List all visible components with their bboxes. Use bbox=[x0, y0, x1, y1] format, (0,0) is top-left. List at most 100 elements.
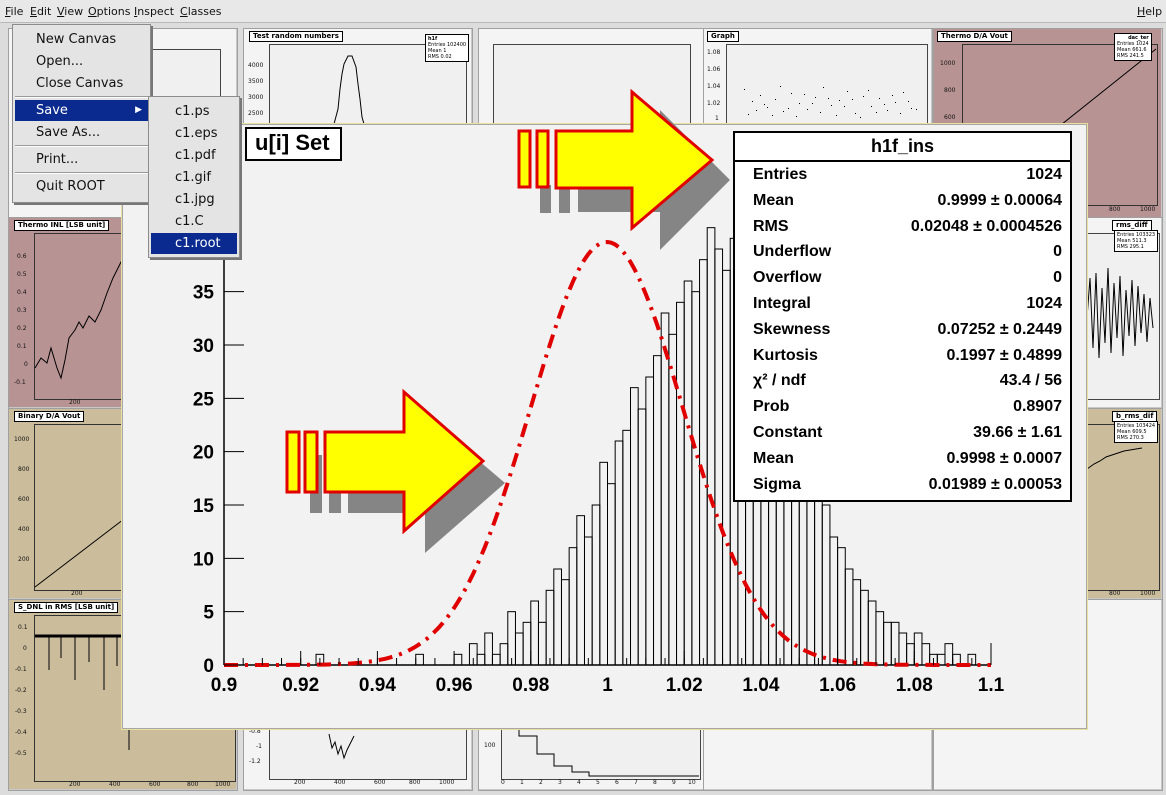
menu-item-save[interactable]: Save ▶ bbox=[15, 100, 148, 121]
menu-separator bbox=[15, 96, 148, 98]
stats-row: Constant 39.66 ± 1.61 bbox=[753, 420, 1062, 446]
histogram-bin bbox=[906, 643, 915, 666]
menu-item-save-as[interactable]: Save As... bbox=[36, 125, 101, 140]
x-tick-label: 0.98 bbox=[512, 675, 549, 696]
ytick: 600 bbox=[944, 114, 956, 121]
menu-item-print[interactable]: Print... bbox=[36, 152, 79, 167]
histogram-bin bbox=[883, 621, 892, 666]
xtick: 200 bbox=[69, 781, 81, 788]
stats-value: 0.9998 ± 0.0007 bbox=[946, 449, 1062, 467]
stats-value: 0.07252 ± 0.2449 bbox=[937, 320, 1062, 338]
xtick: 600 bbox=[374, 779, 386, 786]
rms-noise-plot bbox=[1086, 267, 1154, 359]
save-jpg[interactable]: c1.jpg bbox=[175, 192, 215, 207]
menu-options[interactable]: Options bbox=[88, 5, 131, 18]
pad-graph[interactable]: Graph 1.08 1.06 1.04 1.02 1 bbox=[703, 28, 933, 130]
histogram-bin bbox=[653, 355, 662, 666]
xtick: 800 bbox=[1109, 590, 1121, 597]
ytick: 0.1 bbox=[18, 624, 28, 631]
xtick: 9 bbox=[672, 779, 676, 786]
stats-row: Kurtosis 0.1997 ± 0.4899 bbox=[753, 343, 1062, 369]
stats-row: Prob 0.8907 bbox=[753, 394, 1062, 420]
ytick: 600 bbox=[18, 496, 30, 503]
histogram-bin bbox=[545, 589, 555, 666]
ytick: 1 bbox=[715, 115, 719, 122]
histogram-bin bbox=[599, 461, 608, 666]
ytick: 3000 bbox=[248, 94, 264, 101]
histogram-bin bbox=[537, 621, 547, 666]
pad-test-random[interactable]: Test random numbers h1f Entries 102400 M… bbox=[243, 28, 473, 130]
histogram-bin bbox=[583, 536, 593, 666]
xtick: 800 bbox=[187, 781, 199, 788]
histogram-bin bbox=[522, 621, 532, 666]
x-tick-label: 0.94 bbox=[359, 675, 396, 696]
pad-nothing-top[interactable] bbox=[478, 28, 708, 130]
stats-box[interactable]: h1f_ins Entries 1024 Mean 0.9999 ± 0.00064 R… bbox=[733, 131, 1072, 502]
thermo-inl-plot bbox=[34, 255, 125, 380]
histogram-bin bbox=[507, 611, 516, 666]
ytick: 0 bbox=[24, 361, 28, 368]
save-ps[interactable]: c1.ps bbox=[175, 104, 210, 119]
xtick: 6 bbox=[615, 779, 619, 786]
histogram-bin bbox=[683, 280, 693, 666]
ytick: -0.1 bbox=[15, 666, 27, 673]
histogram-bin bbox=[722, 269, 731, 666]
stats-key: Mean bbox=[753, 449, 794, 467]
xtick: 8 bbox=[653, 779, 657, 786]
save-root[interactable]: c1.root bbox=[151, 233, 237, 254]
y-tick-label: 35 bbox=[193, 283, 215, 304]
stats-row: Mean 0.9998 ± 0.0007 bbox=[753, 446, 1062, 472]
x-tick-label: 1.04 bbox=[742, 675, 779, 696]
xtick: 2 bbox=[539, 779, 543, 786]
menu-item-close-canvas[interactable]: Close Canvas bbox=[36, 76, 124, 91]
stats-row: Overflow 0 bbox=[753, 265, 1062, 291]
menubar: File Edit View Options Inspect Classes H… bbox=[0, 0, 1166, 23]
histogram-bin bbox=[514, 632, 524, 666]
y-tick-label: 10 bbox=[193, 549, 214, 570]
histogram-bin bbox=[699, 259, 708, 666]
stats-key: Kurtosis bbox=[753, 346, 818, 364]
histogram-bin bbox=[491, 653, 501, 666]
histogram-bin bbox=[499, 643, 509, 666]
menu-item-open[interactable]: Open... bbox=[36, 54, 84, 69]
save-pdf[interactable]: c1.pdf bbox=[175, 148, 216, 163]
stats-value: 0.9999 ± 0.00064 bbox=[937, 191, 1062, 209]
ytick: 800 bbox=[18, 466, 30, 473]
stats-value: 0.8907 bbox=[1013, 398, 1062, 416]
menu-view[interactable]: View bbox=[57, 5, 84, 18]
histogram-bin bbox=[484, 632, 493, 666]
ytick: -0.4 bbox=[15, 729, 27, 736]
xtick: 1000 bbox=[1140, 206, 1156, 213]
x-tick-label: 1.02 bbox=[666, 675, 703, 696]
menu-inspect[interactable]: Inspect bbox=[134, 5, 175, 18]
ytick: 800 bbox=[944, 87, 956, 94]
ytick: -0.1 bbox=[14, 379, 26, 386]
y-tick-label: 25 bbox=[193, 389, 215, 410]
histogram-bin bbox=[875, 611, 885, 666]
histogram-bin bbox=[553, 568, 562, 666]
menu-edit[interactable]: Edit bbox=[30, 5, 52, 18]
y-tick-label: 0 bbox=[203, 656, 214, 677]
binary-da-plot bbox=[34, 518, 125, 588]
histogram-chart: 0.9 0.92 0.94 0.96 0.98 1 1.02 1.04 1.06 1.08 1.1 … bbox=[193, 185, 1005, 696]
menu-file[interactable]: File bbox=[5, 5, 24, 18]
stats-key: Prob bbox=[753, 398, 790, 416]
stats-key: Mean bbox=[753, 191, 794, 209]
menu-classes[interactable]: Classes bbox=[180, 5, 222, 18]
menu-item-new-canvas[interactable]: New Canvas bbox=[36, 32, 117, 47]
stats-key: Overflow bbox=[753, 269, 822, 287]
histogram-bin bbox=[614, 440, 624, 666]
menu-item-quit-root[interactable]: Quit ROOT bbox=[36, 179, 105, 194]
save-submenu: c1.ps c1.eps c1.pdf c1.gif c1.jpg c1.C c… bbox=[148, 96, 240, 258]
x-tick-label: 0.9 bbox=[211, 675, 237, 696]
ytick: 0.5 bbox=[17, 271, 27, 278]
ytick: 1.06 bbox=[707, 66, 721, 73]
stats-value: 0 bbox=[1053, 243, 1062, 261]
save-gif[interactable]: c1.gif bbox=[175, 170, 211, 185]
save-eps[interactable]: c1.eps bbox=[175, 126, 218, 141]
ytick: -0.2 bbox=[15, 687, 27, 694]
xtick: 800 bbox=[409, 779, 421, 786]
save-c[interactable]: c1.C bbox=[175, 214, 204, 229]
menu-help[interactable]: Help bbox=[1137, 5, 1163, 18]
pad-stats: dac_ter Entries 1024 Mean 661.6 RMS 241.… bbox=[1114, 33, 1152, 61]
